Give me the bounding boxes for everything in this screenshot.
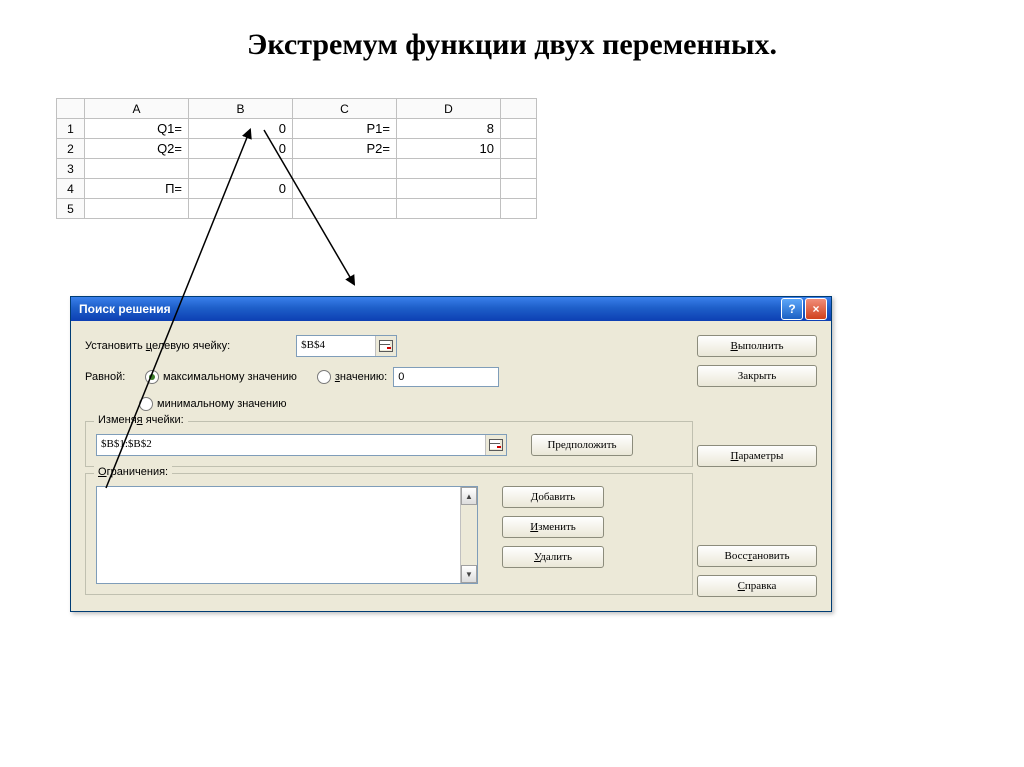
- col-head-d[interactable]: D: [397, 99, 501, 119]
- by-changing-legend: Изменяя ячейки:: [94, 414, 188, 426]
- guess-button[interactable]: Предположить: [531, 434, 633, 456]
- cell-a2[interactable]: Q2=: [85, 139, 189, 159]
- close-button[interactable]: Закрыть: [697, 365, 817, 387]
- cell-e1[interactable]: [501, 119, 537, 139]
- radio-max[interactable]: [145, 370, 159, 384]
- reset-button[interactable]: Восстановить: [697, 545, 817, 567]
- row-head-5[interactable]: 5: [57, 199, 85, 219]
- dialog-title: Поиск решения: [79, 302, 171, 316]
- radio-value-label: значению:: [335, 371, 387, 383]
- spreadsheet: A B C D 1 Q1= 0 P1= 8 2 Q2= 0 P2= 10 3 4…: [56, 98, 537, 219]
- cell-a3[interactable]: [85, 159, 189, 179]
- ref-picker-icon[interactable]: [375, 336, 396, 356]
- cell-d5[interactable]: [397, 199, 501, 219]
- cell-c2[interactable]: P2=: [293, 139, 397, 159]
- cell-e2[interactable]: [501, 139, 537, 159]
- set-target-label: Установить целевую ячейку:: [85, 340, 230, 352]
- params-button[interactable]: Параметры: [697, 445, 817, 467]
- row-head-1[interactable]: 1: [57, 119, 85, 139]
- cell-e4[interactable]: [501, 179, 537, 199]
- radio-value[interactable]: [317, 370, 331, 384]
- cell-a1[interactable]: Q1=: [85, 119, 189, 139]
- row-head-3[interactable]: 3: [57, 159, 85, 179]
- cell-b2[interactable]: 0: [189, 139, 293, 159]
- ref-picker-icon[interactable]: [485, 435, 506, 455]
- cell-e3[interactable]: [501, 159, 537, 179]
- corner-cell[interactable]: [57, 99, 85, 119]
- changing-cells-input[interactable]: [97, 435, 485, 453]
- radio-min[interactable]: [139, 397, 153, 411]
- solver-dialog: Поиск решения ? × Установить целевую яче…: [70, 296, 832, 612]
- cell-c4[interactable]: [293, 179, 397, 199]
- cell-c3[interactable]: [293, 159, 397, 179]
- cell-d4[interactable]: [397, 179, 501, 199]
- help-button[interactable]: Справка: [697, 575, 817, 597]
- cell-e5[interactable]: [501, 199, 537, 219]
- cell-b4[interactable]: 0: [189, 179, 293, 199]
- row-head-4[interactable]: 4: [57, 179, 85, 199]
- cell-b5[interactable]: [189, 199, 293, 219]
- equal-to-label: Равной:: [85, 371, 139, 383]
- scroll-up-icon[interactable]: ▲: [461, 487, 477, 505]
- cell-d2[interactable]: 10: [397, 139, 501, 159]
- radio-min-label: минимальному значению: [157, 398, 287, 410]
- cell-d1[interactable]: 8: [397, 119, 501, 139]
- col-head-ext: [501, 99, 537, 119]
- close-icon[interactable]: ×: [805, 298, 827, 320]
- cell-d3[interactable]: [397, 159, 501, 179]
- cell-b1[interactable]: 0: [189, 119, 293, 139]
- scroll-down-icon[interactable]: ▼: [461, 565, 477, 583]
- constraints-list[interactable]: ▲ ▼: [96, 486, 478, 584]
- page-title: Экстремум функции двух переменных.: [0, 28, 1024, 62]
- cell-c5[interactable]: [293, 199, 397, 219]
- value-of-input[interactable]: [393, 367, 499, 387]
- delete-button[interactable]: Удалить: [502, 546, 604, 568]
- row-head-2[interactable]: 2: [57, 139, 85, 159]
- constraints-legend: Ограничения:: [94, 466, 172, 478]
- change-button[interactable]: Изменить: [502, 516, 604, 538]
- cell-c1[interactable]: P1=: [293, 119, 397, 139]
- col-head-a[interactable]: A: [85, 99, 189, 119]
- execute-button[interactable]: Выполнить: [697, 335, 817, 357]
- titlebar[interactable]: Поиск решения ? ×: [71, 297, 831, 321]
- target-cell-input[interactable]: [297, 336, 375, 354]
- radio-max-label: максимальному значению: [163, 371, 297, 383]
- add-button[interactable]: Добавить: [502, 486, 604, 508]
- cell-b3[interactable]: [189, 159, 293, 179]
- col-head-b[interactable]: B: [189, 99, 293, 119]
- help-icon[interactable]: ?: [781, 298, 803, 320]
- col-head-c[interactable]: C: [293, 99, 397, 119]
- cell-a4[interactable]: П=: [85, 179, 189, 199]
- cell-a5[interactable]: [85, 199, 189, 219]
